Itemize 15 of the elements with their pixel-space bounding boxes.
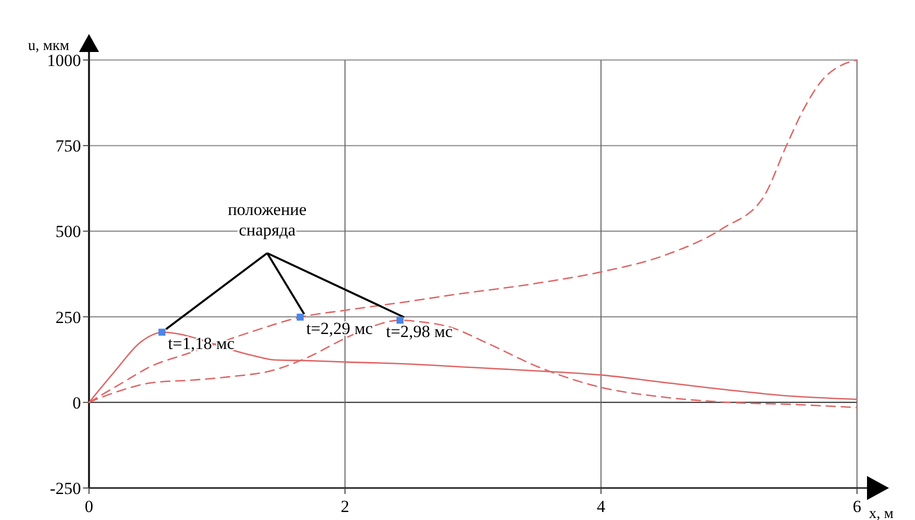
x-tick-label: 4 xyxy=(596,497,606,516)
point xyxy=(158,328,166,336)
point xyxy=(396,316,404,324)
y-tick-label: 250 xyxy=(56,308,81,327)
x-tick-label: 2 xyxy=(340,497,350,516)
y-tick-label: 0 xyxy=(72,393,81,412)
x-tick-label: 6 xyxy=(852,497,862,516)
y-tick-label: -250 xyxy=(50,478,81,498)
point xyxy=(296,314,304,321)
x-tick-label: 0 xyxy=(84,497,94,516)
x-axis-title: x, м xyxy=(869,506,894,520)
y-tick-label: 500 xyxy=(56,222,81,242)
annotation: t=2,98 мс xyxy=(386,322,454,342)
y-tick-label: 750 xyxy=(56,136,81,156)
annotation: положение снаряда xyxy=(228,200,307,240)
